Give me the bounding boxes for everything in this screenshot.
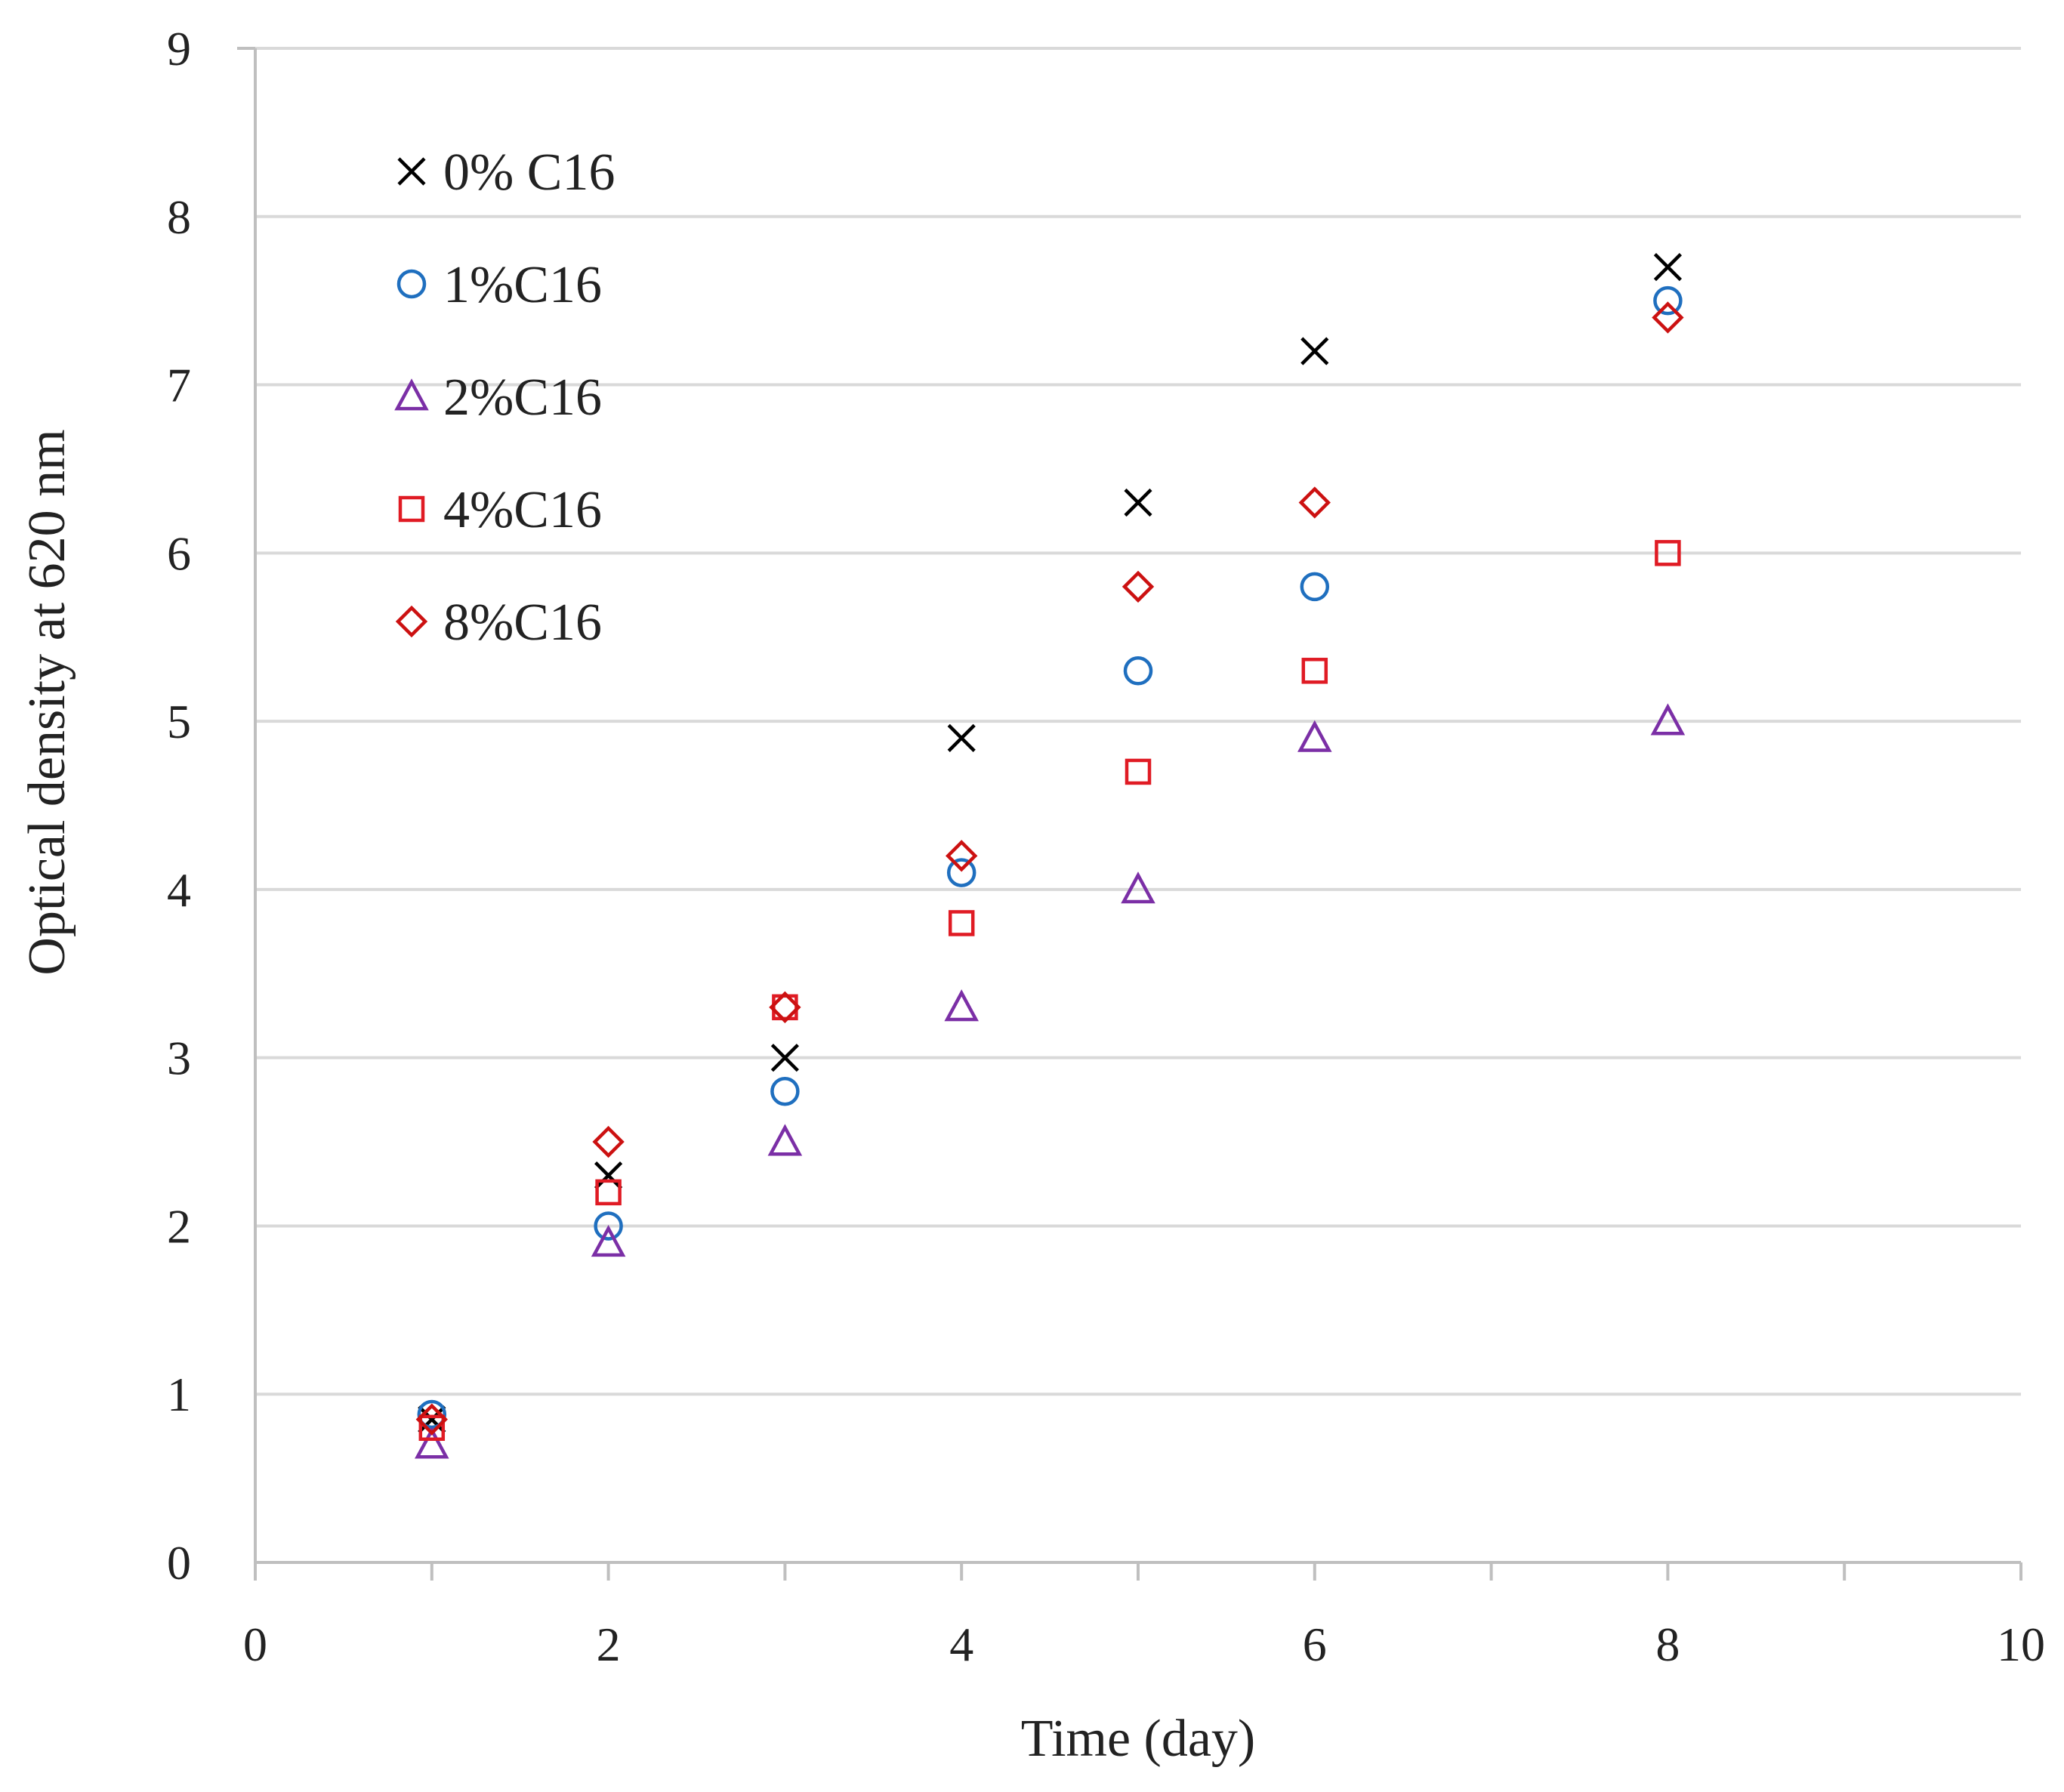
legend-item: 2%C16 (394, 369, 602, 427)
data-point-series-3 (1655, 540, 1681, 566)
legend-item: 1%C16 (396, 256, 602, 314)
y-tick-label: 0 (167, 1536, 191, 1590)
data-point-series-1 (594, 1211, 623, 1241)
legend-marker (398, 495, 425, 523)
data-point-series-4 (769, 991, 801, 1024)
data-point-series-0 (1300, 337, 1329, 365)
data-point-series-1 (1653, 285, 1683, 316)
data-point-series-3 (595, 1179, 622, 1206)
legend-label: 2%C16 (443, 369, 602, 427)
legend-marker (397, 157, 426, 186)
legend-item: 0% C16 (397, 143, 615, 202)
data-point-series-2 (591, 1224, 626, 1257)
x-tick-label: 0 (243, 1618, 267, 1671)
x-tick-label: 10 (1997, 1618, 2045, 1671)
data-point-series-2 (1121, 871, 1155, 904)
data-point-series-1 (1123, 656, 1153, 686)
x-axis-title: Time (day) (1021, 1710, 1255, 1768)
data-point-series-0 (1124, 488, 1152, 517)
data-point-series-3 (1125, 758, 1152, 785)
data-point-series-0 (418, 1405, 446, 1434)
x-tick-label: 6 (1303, 1618, 1327, 1671)
data-point-series-4 (1121, 570, 1155, 603)
y-tick-label: 8 (167, 190, 191, 244)
data-point-series-4 (415, 1403, 448, 1436)
legend-marker (396, 269, 427, 299)
y-tick-label: 1 (167, 1368, 191, 1421)
data-point-series-2 (415, 1427, 449, 1459)
data-point-series-2 (1650, 703, 1686, 736)
data-point-series-4 (1652, 301, 1684, 334)
legend-label: 4%C16 (443, 481, 602, 539)
legend-label: 0% C16 (443, 143, 615, 202)
data-point-series-2 (944, 989, 979, 1022)
legend-marker (394, 378, 429, 411)
legend-label: 8%C16 (443, 594, 602, 652)
grid-lines (255, 47, 2021, 1396)
y-tick-label: 7 (167, 359, 191, 412)
data-point-series-4 (592, 1125, 625, 1158)
legend-marker (395, 605, 428, 638)
data-point-series-4 (946, 840, 978, 872)
data-point-series-0 (947, 723, 976, 752)
y-tick-label: 5 (167, 695, 191, 748)
data-point-series-2 (767, 1124, 803, 1156)
data-point-series-4 (1298, 486, 1331, 519)
legend: 0% C16 1%C16 2%C16 4%C16 8%C16 (394, 143, 615, 652)
y-tick-label: 9 (167, 22, 191, 76)
x-tick-label: 2 (597, 1618, 621, 1671)
y-tick-label: 6 (167, 526, 191, 580)
data-point-series-0 (770, 1044, 799, 1072)
data-points (415, 253, 1686, 1459)
data-point-series-1 (946, 858, 976, 887)
y-tick-label: 4 (167, 863, 191, 917)
y-tick-label: 3 (167, 1032, 191, 1085)
data-point-series-0 (594, 1161, 623, 1190)
x-tick-label: 4 (949, 1618, 973, 1671)
axes (237, 47, 2022, 1581)
data-point-series-3 (948, 910, 975, 936)
data-point-series-1 (770, 1076, 800, 1106)
y-tick-label: 2 (167, 1199, 191, 1253)
legend-label: 1%C16 (443, 256, 602, 314)
x-tick-label: 8 (1655, 1618, 1680, 1671)
legend-item: 4%C16 (398, 481, 602, 539)
data-point-series-1 (1300, 572, 1330, 602)
data-point-series-0 (1653, 253, 1682, 282)
data-point-series-3 (418, 1414, 446, 1442)
data-point-series-2 (1297, 720, 1332, 752)
tick-labels: 0 1 2 3 4 5 6 7 8 9 0 2 4 6 8 10 (167, 22, 2045, 1671)
data-point-series-3 (1301, 658, 1328, 684)
legend-item: 8%C16 (395, 594, 602, 652)
y-axis-title: Optical density at 620 nm (18, 429, 76, 975)
